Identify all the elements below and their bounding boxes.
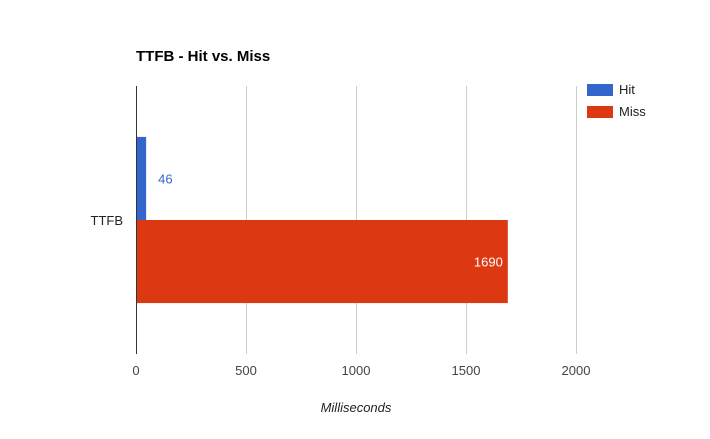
bar-miss [136,220,508,304]
x-tick-label: 0 [132,363,139,378]
category-labels: TTFB [91,213,124,228]
x-tick-labels: 0 500 1000 1500 2000 [132,363,590,378]
legend-label-miss: Miss [619,104,646,119]
x-tick-label: 1000 [342,363,371,378]
bar-hit [136,136,147,220]
chart-title: TTFB - Hit vs. Miss [136,48,270,65]
x-tick-label: 500 [235,363,257,378]
legend-swatch-miss [587,106,613,118]
legend-label-hit: Hit [619,82,635,97]
bars: 46 1690 [136,136,508,304]
legend-swatch-hit [587,84,613,96]
legend: Hit Miss [587,82,646,119]
data-label-miss: 1690 [474,255,503,270]
x-tick-label: 2000 [562,363,591,378]
x-tick-label: 1500 [452,363,481,378]
x-axis-label: Milliseconds [321,400,392,415]
category-label: TTFB [91,213,124,228]
data-label-hit: 46 [158,171,172,186]
